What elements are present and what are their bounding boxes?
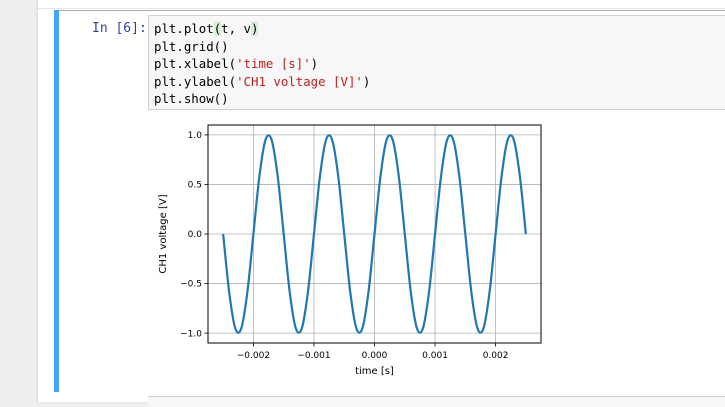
y-tick-label: 0.5 bbox=[188, 181, 202, 191]
code-line-4: plt.ylabel('CH1 voltage [V]') bbox=[154, 73, 371, 89]
x-tick-label: −0.002 bbox=[237, 351, 270, 361]
x-tick-label: 0.000 bbox=[362, 351, 388, 361]
series-line bbox=[222, 134, 527, 334]
output-area: −0.002 −0.001 0.000 0.001 0.002 −1.0 −0.5 0.0 0.… bbox=[148, 115, 568, 385]
x-tick-label: −0.001 bbox=[297, 351, 330, 361]
y-tick-label: 1.0 bbox=[188, 131, 203, 141]
code-line-1: plt.plot(t, v) bbox=[154, 21, 259, 36]
code-line-2: plt.grid() bbox=[154, 38, 229, 54]
x-axis-label: time [s] bbox=[355, 366, 394, 377]
input-prompt: In [6]: bbox=[92, 21, 147, 36]
y-tick-label: −1.0 bbox=[180, 329, 202, 339]
x-tick-label: 0.001 bbox=[422, 351, 448, 361]
tick-layer: −0.002 −0.001 0.000 0.001 0.002 −1.0 −0.5 0.0 0.… bbox=[180, 131, 508, 361]
y-axis-label: CH1 voltage [V] bbox=[158, 194, 169, 273]
code-line-5: plt.show() bbox=[154, 91, 229, 107]
code-line-3: plt.xlabel('time [s]') bbox=[154, 56, 319, 72]
line-chart: −0.002 −0.001 0.000 0.001 0.002 −1.0 −0.5 0.0 0.… bbox=[158, 124, 542, 377]
x-tick-label: 0.002 bbox=[483, 351, 509, 361]
series-layer bbox=[222, 134, 527, 334]
y-tick-label: 0.0 bbox=[188, 230, 203, 240]
y-tick-label: −0.5 bbox=[180, 280, 202, 290]
code-input-area[interactable]: plt.plot(t, v) plt.grid() plt.xlabel('ti… bbox=[148, 15, 725, 110]
cell-selection-bar bbox=[54, 10, 59, 392]
cell-divider bbox=[38, 8, 725, 9]
code-editor[interactable]: plt.plot(t, v) plt.grid() plt.xlabel('ti… bbox=[154, 20, 370, 108]
